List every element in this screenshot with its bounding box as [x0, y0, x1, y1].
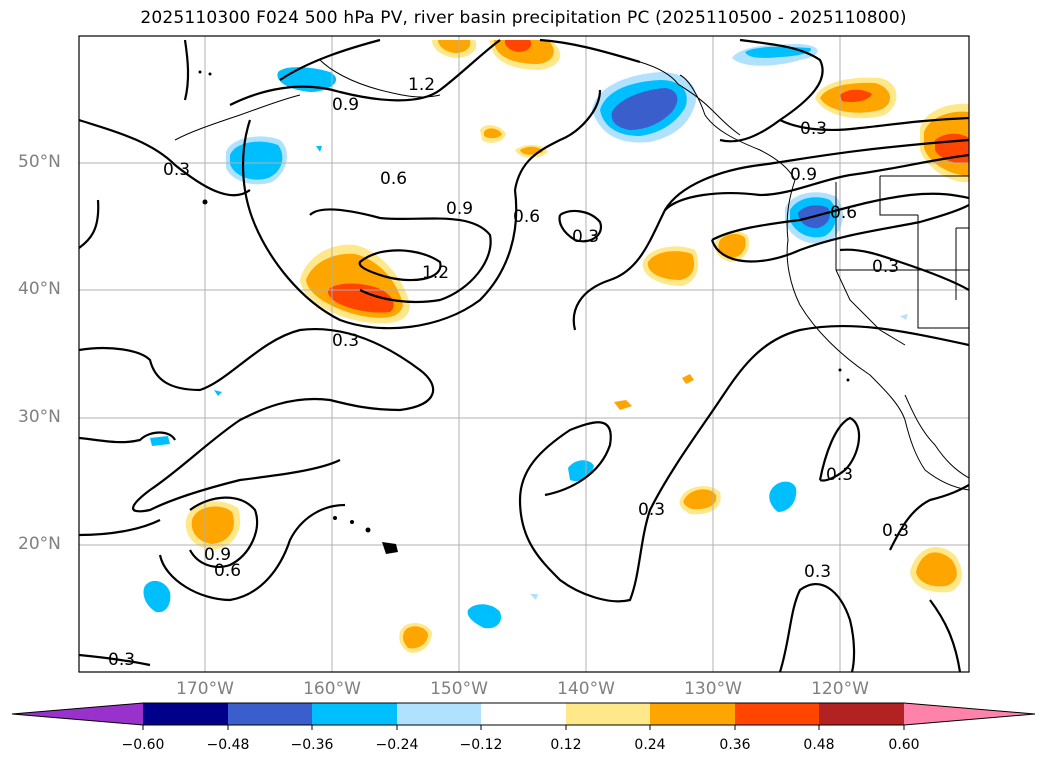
colorbar-extend-high — [904, 703, 1035, 725]
islands — [198, 70, 850, 554]
contour-label: 0.6 — [380, 169, 407, 189]
colorbar-tick-label: 0.12 — [550, 737, 582, 753]
contour-label: 0.9 — [332, 95, 359, 115]
contour-label: 0.9 — [790, 165, 817, 185]
contour-label: 0.3 — [882, 521, 909, 541]
colorbar-tick-label: 0.48 — [803, 737, 835, 753]
lon-label: 160°W — [303, 679, 361, 699]
colorbar-tick-label: 0.24 — [634, 737, 666, 753]
colorbar-tick-label: −0.60 — [121, 737, 165, 753]
contour-label: 1.2 — [422, 263, 449, 283]
lon-label: 150°W — [430, 679, 488, 699]
colorbar-tick-label: −0.48 — [206, 737, 250, 753]
contour-label: 0.3 — [332, 331, 359, 351]
lon-label: 130°W — [684, 679, 742, 699]
lon-label: 170°W — [176, 679, 234, 699]
coastlines — [174, 59, 969, 491]
contour-label: 0.3 — [163, 160, 190, 180]
colorbar-tick-label: −0.12 — [459, 737, 503, 753]
contour-labels: 1.2 0.9 0.3 0.6 0.9 0.6 0.3 1.2 0.3 0.3 … — [108, 75, 909, 670]
lon-label: 140°W — [557, 679, 615, 699]
map-frame — [78, 35, 970, 673]
colorbar-extend-low — [12, 703, 143, 725]
contour-label: 0.3 — [800, 119, 827, 139]
contour-label: 0.3 — [638, 500, 665, 520]
lat-label: 40°N — [18, 279, 61, 299]
contour-label: 0.6 — [513, 207, 540, 227]
colorbar-tick-label: 0.36 — [719, 737, 751, 753]
lat-label: 50°N — [18, 152, 61, 172]
colorbar-tick-label: −0.24 — [375, 737, 419, 753]
lon-label: 120°W — [811, 679, 869, 699]
graticule — [79, 36, 969, 672]
colorbar-tick-label: −0.36 — [290, 737, 334, 753]
pv-contours — [79, 38, 969, 672]
lat-label: 30°N — [18, 407, 61, 427]
contour-label: 0.3 — [572, 227, 599, 247]
figure-title: 2025110300 F024 500 hPa PV, river basin … — [140, 8, 907, 28]
contour-label: 0.9 — [446, 199, 473, 219]
contour-label: 0.9 — [204, 545, 231, 565]
contour-label: 0.3 — [826, 465, 853, 485]
contour-label: 0.3 — [872, 257, 899, 277]
contour-label: 1.2 — [408, 75, 435, 95]
lat-label: 20°N — [18, 534, 61, 554]
contour-label: 0.6 — [830, 203, 857, 223]
precip-shading — [143, 40, 969, 653]
contour-label: 0.6 — [214, 561, 241, 581]
colorbar — [11, 702, 1036, 730]
contour-label: 0.3 — [804, 562, 831, 582]
contour-label: 0.3 — [108, 650, 135, 670]
colorbar-tick-label: 0.60 — [888, 737, 920, 753]
